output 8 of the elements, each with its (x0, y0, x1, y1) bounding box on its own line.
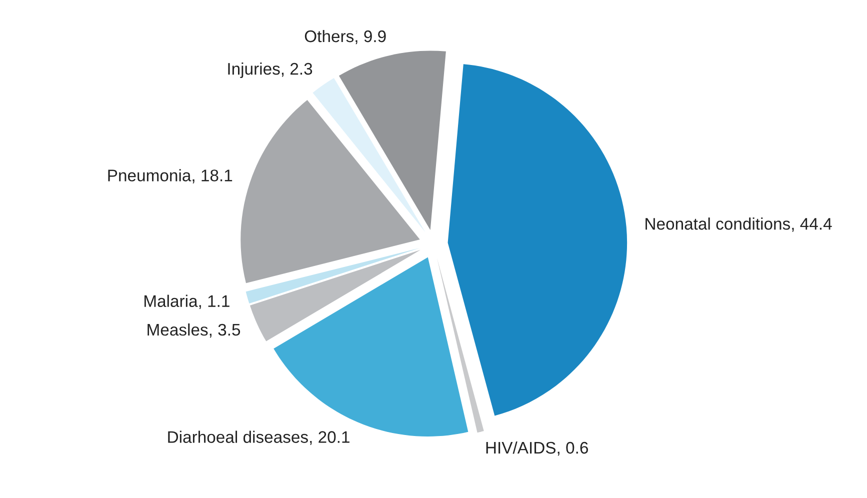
slice-label: Measles, 3.5 (148, 323, 240, 338)
slice-label: HIV/AIDS, 0.6 (486, 441, 588, 456)
slice-label: Pneumonia, 18.1 (108, 169, 232, 184)
slice-label: Injuries, 2.3 (228, 62, 312, 78)
slice-label: Others, 9.9 (304, 30, 386, 44)
slice-label: Malaria, 1.1 (144, 294, 230, 309)
slice-label: Neonatal conditions, 44.4 (646, 218, 832, 232)
slice-label: Diarhoeal diseases, 20.1 (168, 430, 350, 445)
